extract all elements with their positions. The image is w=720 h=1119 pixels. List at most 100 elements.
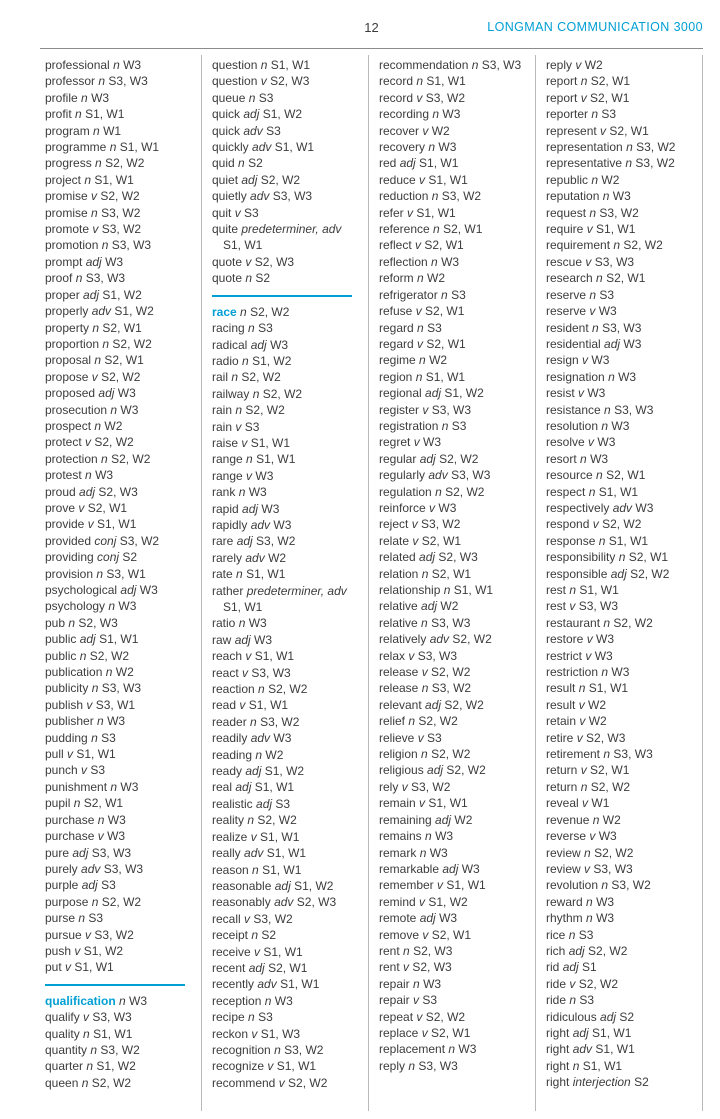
entry-frequency-bands: S1, W1 [119, 140, 160, 155]
entry-word: profit [45, 107, 72, 122]
word-entry: require v S1, W1 [546, 221, 696, 237]
header-rule [40, 48, 703, 49]
word-entry: pursue v S3, W2 [45, 927, 195, 943]
word-entry: reality n S2, W2 [212, 812, 362, 828]
entry-frequency-bands: S2, W1 [431, 927, 472, 942]
entry-frequency-bands: S3 [101, 878, 116, 893]
word-entry: remove v S2, W1 [379, 927, 529, 943]
entry-word: resolution [546, 418, 599, 433]
word-entry: program n W1 [45, 123, 195, 139]
word-entry: public n S2, W2 [45, 648, 195, 664]
word-entry: relative adj W2 [379, 598, 529, 614]
entry-word: revenue [546, 812, 590, 827]
entry-frequency-bands: S1, W2 [252, 353, 292, 368]
entry-word: right [546, 1042, 570, 1057]
word-entry: red adj S1, W1 [379, 155, 529, 171]
entry-frequency-bands: S3, W1 [95, 697, 136, 712]
entry-word: pudding [45, 730, 88, 745]
entry-word: remark [379, 845, 417, 860]
word-entry: raw adj W3 [212, 632, 362, 648]
entry-part-of-speech: n [591, 107, 599, 122]
entry-part-of-speech: v [74, 943, 81, 958]
entry-frequency-bands: S2, W2 [445, 484, 485, 499]
entry-word: ready [212, 764, 243, 779]
entry-part-of-speech: n [78, 911, 86, 926]
entry-word: promotion [45, 238, 99, 253]
entry-frequency-bands: S1, W1 [248, 698, 289, 713]
entry-frequency-bands: S1, W2 [264, 764, 305, 779]
word-entry: rest n S1, W1 [546, 582, 696, 598]
entry-frequency-bands: S1, W1 [256, 452, 296, 467]
entry-frequency-bands: S1, W2 [428, 894, 468, 909]
entry-part-of-speech: n [443, 583, 451, 597]
word-entry: relatively adv S2, W2 [379, 631, 529, 647]
entry-word: remind [379, 894, 416, 909]
entry-word: restrict [546, 648, 582, 663]
word-entry: realize v S1, W1 [212, 829, 362, 845]
entry-frequency-bands: W3 [117, 386, 136, 401]
word-entry: proof n S3, W3 [45, 270, 195, 286]
entry-frequency-bands: S3, W2 [425, 90, 466, 105]
entry-part-of-speech: adj [120, 583, 137, 597]
entry-part-of-speech: adv [250, 189, 270, 204]
word-entry: refer v S1, W1 [379, 205, 529, 221]
word-entry: response n S1, W1 [546, 533, 696, 549]
entry-word: quality [45, 1026, 80, 1041]
entry-frequency-bands: W3 [255, 468, 274, 483]
entry-frequency-bands: W3 [107, 812, 126, 827]
word-entry: remember v S1, W1 [379, 877, 529, 893]
word-entry: reader n S3, W2 [212, 714, 362, 730]
word-entry: prompt adj W3 [45, 254, 195, 270]
entry-frequency-bands: S3, W1 [106, 566, 146, 581]
entry-part-of-speech: v [408, 648, 415, 663]
entry-part-of-speech: v [586, 222, 593, 237]
entry-frequency-bands: S3, W3 [272, 189, 313, 204]
entry-frequency-bands: S2, W1 [609, 123, 649, 138]
entry-part-of-speech: adj [442, 861, 459, 876]
entry-part-of-speech: n [432, 107, 440, 122]
entry-part-of-speech: n [101, 451, 108, 466]
entry-part-of-speech: adv [572, 1042, 593, 1057]
entry-word: request [546, 205, 587, 220]
entry-part-of-speech: adj [245, 764, 262, 779]
entry-part-of-speech: n [580, 779, 588, 794]
entry-word: religion [379, 747, 418, 762]
entry-part-of-speech: v [421, 1025, 428, 1040]
entry-word: recommendation [379, 58, 469, 72]
word-entry: provision n S3, W1 [45, 566, 195, 582]
word-entry: radio n S1, W2 [212, 353, 362, 369]
word-entry: radical adj W3 [212, 337, 362, 353]
word-entry: question n S1, W1 [212, 57, 362, 73]
entry-part-of-speech: v [569, 976, 576, 991]
entry-word: reduction [379, 189, 429, 204]
entry-frequency-bands: S2, W1 [590, 763, 630, 778]
entry-word: represent [546, 123, 597, 138]
entry-word: reference [379, 222, 430, 237]
word-entry: reason n S1, W1 [212, 862, 362, 878]
entry-frequency-bands: W3 [596, 911, 615, 926]
entry-frequency-bands: S2, W2 [425, 1009, 466, 1024]
entry-frequency-bands: W2 [440, 599, 459, 614]
word-entry: readily adv W3 [212, 730, 362, 746]
word-entry: resort n W3 [546, 451, 696, 467]
entry-word: professor [45, 74, 96, 89]
word-entry: receive v S1, W1 [212, 944, 362, 960]
entry-frequency-bands: S2, W1 [431, 566, 472, 581]
entry-frequency-bands: S3, W2 [100, 1042, 140, 1057]
word-entry: protection n S2, W2 [45, 451, 195, 467]
word-entry: properly adv S1, W2 [45, 303, 195, 319]
entry-word: reasonably [212, 895, 271, 910]
word-entry: promotion n S3, W3 [45, 237, 195, 253]
word-entry: residential adj W3 [546, 336, 696, 352]
entry-frequency-bands: W3 [248, 616, 267, 631]
entry-word: report [546, 90, 578, 105]
entry-part-of-speech: adv [252, 140, 272, 155]
entry-part-of-speech: n [90, 1042, 98, 1057]
entry-frequency-bands: S1, W2 [102, 287, 142, 302]
entry-word: real [212, 780, 233, 795]
entry-frequency-bands: S2, W2 [613, 615, 653, 630]
entry-word: protest [45, 468, 82, 483]
entry-word: react [212, 665, 239, 680]
entry-word: respectively [546, 500, 610, 515]
word-entry: progress n S2, W2 [45, 155, 195, 171]
